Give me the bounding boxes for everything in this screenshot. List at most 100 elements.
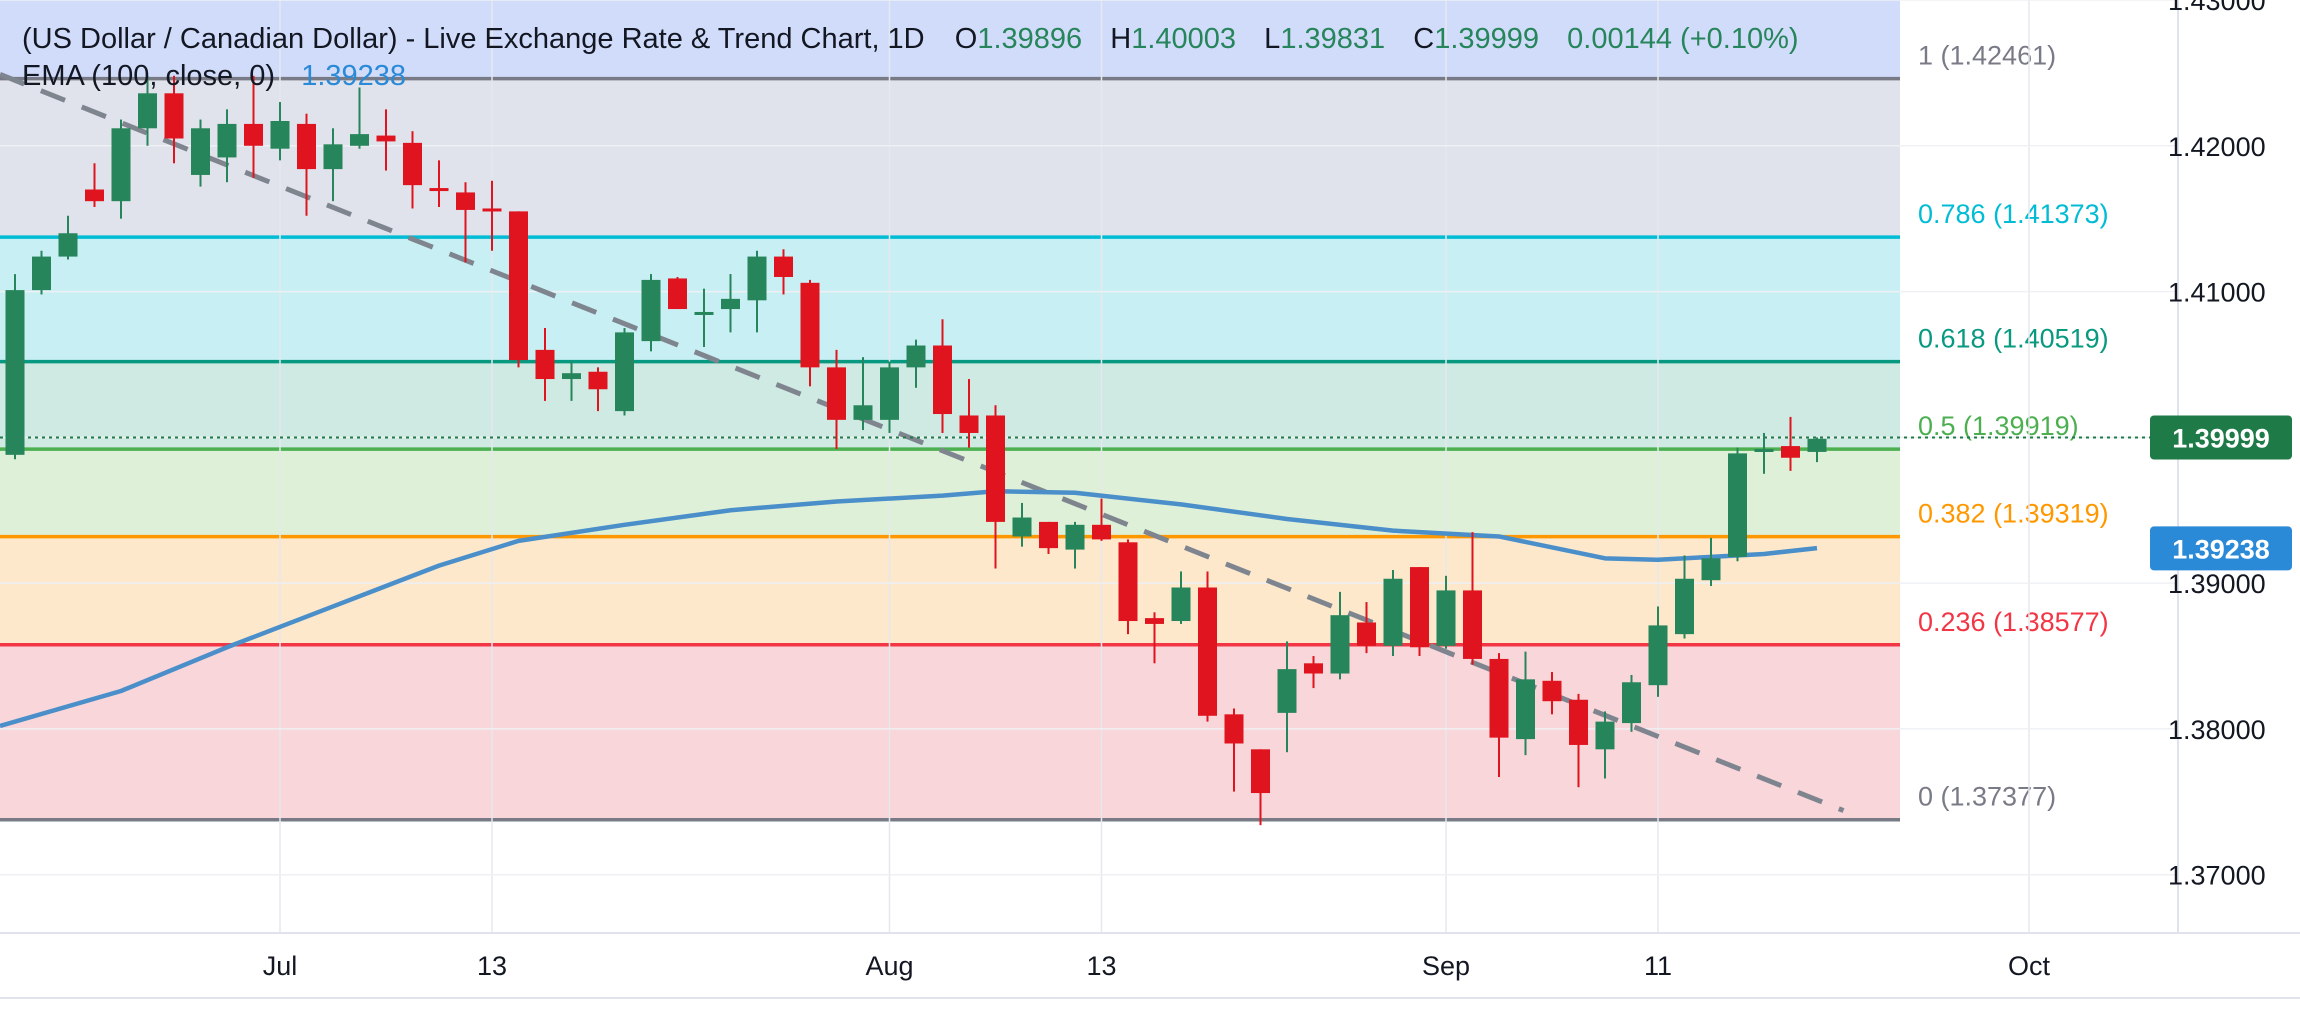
x-tick-label: 11 <box>1644 951 1672 981</box>
candle-body <box>1622 682 1641 724</box>
candle-body <box>1118 542 1138 622</box>
candle-body <box>1436 590 1456 646</box>
price-badge-bg <box>2150 415 2292 460</box>
candle <box>1569 693 1588 788</box>
candle <box>244 75 263 178</box>
header-highlight-band <box>0 0 1900 79</box>
candle-body <box>562 373 581 380</box>
candle <box>403 131 422 209</box>
candle-body <box>1224 714 1244 744</box>
candle <box>1224 708 1244 792</box>
candle-body <box>800 282 820 368</box>
candle <box>1039 521 1058 554</box>
candle-body <box>668 278 687 310</box>
x-tick-label: 13 <box>1086 951 1116 981</box>
candle <box>562 361 581 401</box>
candle-body <box>138 93 157 129</box>
candle-body <box>1198 587 1217 716</box>
candle <box>58 215 78 260</box>
candle <box>1542 672 1562 715</box>
candle-body <box>986 415 1005 522</box>
candle-body <box>1092 524 1111 540</box>
candle-body <box>1463 590 1482 659</box>
candle <box>668 276 687 310</box>
candle <box>1701 537 1721 587</box>
candle <box>694 288 714 347</box>
candle <box>111 119 131 219</box>
indicator-value: 1.39238 <box>301 60 407 92</box>
open-value: 1.39896 <box>977 23 1083 55</box>
fib-label-1: 1 (1.42461) <box>1918 41 2056 71</box>
chart-header: (US Dollar / Canadian Dollar) - Live Exc… <box>22 18 1799 60</box>
candle-body <box>1489 658 1509 738</box>
close-value: 1.39999 <box>1434 23 1540 55</box>
low-value: 1.39831 <box>1280 23 1386 55</box>
candle <box>1622 674 1641 732</box>
candle <box>721 274 740 333</box>
fib-band-1 <box>0 78 1900 238</box>
candle <box>641 274 661 352</box>
candle-body <box>1304 663 1323 674</box>
candle-body <box>694 311 714 315</box>
x-tick-label: 13 <box>477 951 507 981</box>
candle <box>217 109 237 183</box>
candle <box>270 102 290 161</box>
candle-body <box>1516 679 1535 740</box>
candle-body <box>509 211 528 361</box>
candle-body <box>323 144 343 170</box>
candle-body <box>588 371 608 390</box>
high-value: 1.40003 <box>1131 23 1237 55</box>
candle-body <box>721 298 740 310</box>
candle-body <box>535 349 555 380</box>
x-tick-label: Sep <box>1422 951 1470 981</box>
candle <box>827 349 846 450</box>
candle <box>32 250 51 295</box>
candle <box>959 379 979 448</box>
price-badge: 1.39999 <box>2172 423 2270 453</box>
candle-body <box>641 279 661 342</box>
candle-body <box>32 256 51 291</box>
candle-body <box>244 123 263 146</box>
candle <box>933 319 952 433</box>
ema-badge-bg <box>2150 526 2292 571</box>
candle-body <box>1728 453 1747 557</box>
fibonacci-retracement: 1 (1.42461) 0.786 (1.41373) 0.618 (1.40519… <box>0 41 2109 822</box>
fib-label-0-5: 0.5 (1.39919) <box>1918 411 2079 441</box>
candle-body <box>429 188 449 192</box>
symbol-title: (US Dollar / Canadian Dollar) - Live Exc… <box>22 23 925 55</box>
candle <box>1648 606 1668 697</box>
candle <box>1781 416 1800 471</box>
fib-label-0: 0 (1.37377) <box>1918 782 2056 812</box>
candle <box>1357 602 1376 654</box>
y-tick-label: 1.39000 <box>2168 569 2266 599</box>
x-tick-label: Jul <box>263 951 298 981</box>
candle-body <box>1039 521 1058 549</box>
x-tick-label: Aug <box>865 951 913 981</box>
candle-body <box>191 128 210 175</box>
candle <box>853 357 873 431</box>
candle <box>323 128 343 202</box>
candle-body <box>747 256 767 301</box>
indicator-legend[interactable]: EMA (100, close, 0) 1.39238 <box>22 60 406 93</box>
candle <box>1754 432 1774 474</box>
candle <box>1410 567 1429 657</box>
candle-body <box>959 415 979 433</box>
candle <box>1118 539 1138 635</box>
candle-body <box>1648 625 1668 686</box>
candle-body <box>297 123 316 170</box>
y-tick-label: 1.43000 <box>2168 0 2266 16</box>
close-label: C <box>1413 23 1435 55</box>
candle-body <box>1145 618 1164 624</box>
candle-body <box>1410 567 1429 648</box>
candle <box>588 367 608 412</box>
candle-body <box>270 120 290 149</box>
x-tick-label: Oct <box>2008 951 2051 981</box>
candle <box>1251 749 1270 826</box>
candle-body <box>5 290 25 455</box>
candle <box>1728 447 1747 562</box>
candle-body <box>403 142 422 186</box>
candle-body <box>1012 517 1032 537</box>
candle <box>1595 711 1615 779</box>
